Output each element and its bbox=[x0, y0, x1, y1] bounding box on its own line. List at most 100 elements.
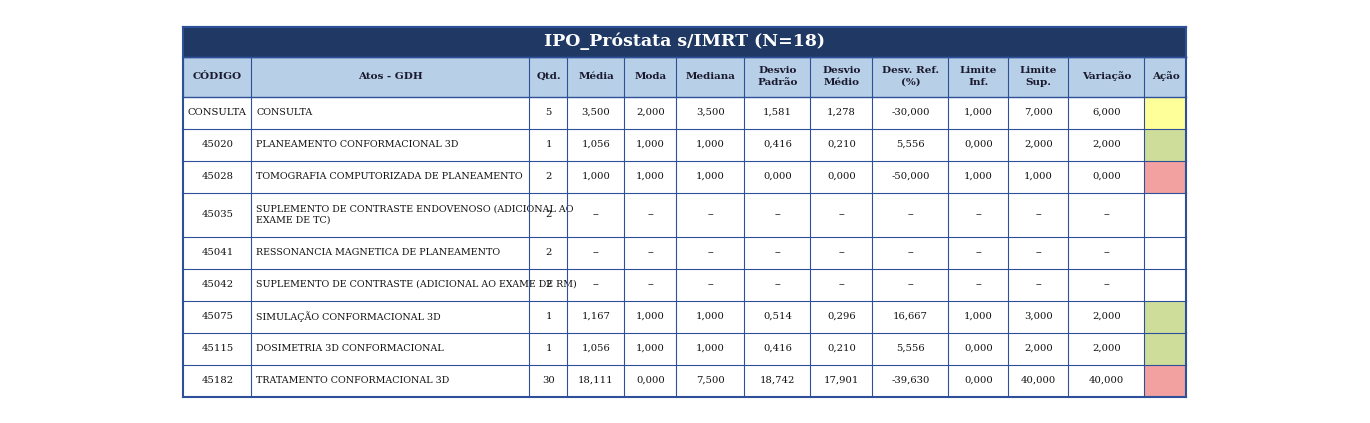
Bar bbox=[184, 27, 1186, 57]
Text: --: -- bbox=[975, 248, 982, 257]
Text: 0,000: 0,000 bbox=[636, 376, 664, 385]
Text: 1,056: 1,056 bbox=[582, 140, 611, 149]
Text: -50,000: -50,000 bbox=[892, 172, 930, 181]
Text: Desv. Ref.
(%): Desv. Ref. (%) bbox=[882, 66, 938, 87]
Text: IPO_Próstata s/IMRT (N=18): IPO_Próstata s/IMRT (N=18) bbox=[544, 33, 826, 50]
Text: 5,556: 5,556 bbox=[896, 140, 925, 149]
Text: --: -- bbox=[1103, 280, 1110, 289]
Text: Moda: Moda bbox=[634, 72, 667, 81]
Text: CONSULTA: CONSULTA bbox=[256, 108, 312, 117]
Text: 0,000: 0,000 bbox=[964, 376, 993, 385]
Text: --: -- bbox=[774, 248, 781, 257]
Text: 1: 1 bbox=[545, 344, 552, 353]
Text: --: -- bbox=[1103, 248, 1110, 257]
Text: TRATAMENTO CONFORMACIONAL 3D: TRATAMENTO CONFORMACIONAL 3D bbox=[256, 376, 449, 385]
Text: 1,000: 1,000 bbox=[964, 312, 993, 321]
Text: 18,742: 18,742 bbox=[760, 376, 795, 385]
Bar bbox=[1144, 96, 1186, 129]
Text: 5,556: 5,556 bbox=[896, 344, 925, 353]
Text: Qtd.: Qtd. bbox=[536, 72, 560, 81]
Text: Variação: Variação bbox=[1082, 71, 1132, 82]
Text: 45182: 45182 bbox=[201, 376, 233, 385]
Bar bbox=[184, 269, 1186, 300]
Text: 45115: 45115 bbox=[201, 344, 234, 353]
Text: 0,296: 0,296 bbox=[827, 312, 856, 321]
Text: 2,000: 2,000 bbox=[1092, 344, 1121, 353]
Text: 2,000: 2,000 bbox=[1092, 140, 1121, 149]
Text: 18,111: 18,111 bbox=[578, 376, 614, 385]
Text: 17,901: 17,901 bbox=[823, 376, 859, 385]
Text: Desvio
Padrão: Desvio Padrão bbox=[758, 66, 797, 87]
Text: CONSULTA: CONSULTA bbox=[188, 108, 247, 117]
Text: 2: 2 bbox=[545, 280, 552, 289]
Text: 1,000: 1,000 bbox=[636, 140, 664, 149]
Bar bbox=[184, 96, 1186, 129]
Bar bbox=[1144, 332, 1186, 365]
Text: --: -- bbox=[975, 280, 982, 289]
Text: 1,000: 1,000 bbox=[636, 172, 664, 181]
Text: 1,000: 1,000 bbox=[636, 312, 664, 321]
Text: 1: 1 bbox=[545, 312, 552, 321]
Text: 45035: 45035 bbox=[201, 210, 233, 219]
Text: 0,416: 0,416 bbox=[763, 140, 792, 149]
Bar bbox=[184, 192, 1186, 236]
Text: 40,000: 40,000 bbox=[1021, 376, 1056, 385]
Text: --: -- bbox=[838, 248, 845, 257]
Text: 45028: 45028 bbox=[201, 172, 233, 181]
Text: 7,000: 7,000 bbox=[1025, 108, 1054, 117]
Text: 1,167: 1,167 bbox=[581, 312, 611, 321]
Bar bbox=[1144, 129, 1186, 160]
Text: 2: 2 bbox=[545, 248, 552, 257]
Text: Mediana: Mediana bbox=[685, 72, 736, 81]
Text: 30: 30 bbox=[543, 376, 555, 385]
Text: 1,000: 1,000 bbox=[964, 108, 993, 117]
Text: 2: 2 bbox=[545, 172, 552, 181]
Text: 1,056: 1,056 bbox=[582, 344, 611, 353]
Text: --: -- bbox=[647, 248, 653, 257]
Text: 1,000: 1,000 bbox=[696, 140, 725, 149]
Text: 45042: 45042 bbox=[201, 280, 233, 289]
Text: --: -- bbox=[907, 210, 914, 219]
Text: --: -- bbox=[1036, 210, 1041, 219]
Text: --: -- bbox=[838, 210, 845, 219]
Text: 0,000: 0,000 bbox=[763, 172, 792, 181]
Text: 3,000: 3,000 bbox=[1025, 312, 1054, 321]
Text: --: -- bbox=[1036, 280, 1041, 289]
Text: 6,000: 6,000 bbox=[1092, 108, 1121, 117]
Text: SUPLEMENTO DE CONTRASTE ENDOVENOSO (ADICIONAL AO
EXAME DE TC): SUPLEMENTO DE CONTRASTE ENDOVENOSO (ADIC… bbox=[256, 205, 574, 224]
Text: 1: 1 bbox=[545, 140, 552, 149]
Bar bbox=[184, 332, 1186, 365]
Text: PLANEAMENTO CONFORMACIONAL 3D: PLANEAMENTO CONFORMACIONAL 3D bbox=[256, 140, 459, 149]
Text: 0,000: 0,000 bbox=[827, 172, 856, 181]
Text: --: -- bbox=[647, 280, 653, 289]
Text: 40,000: 40,000 bbox=[1089, 376, 1125, 385]
Text: 2,000: 2,000 bbox=[636, 108, 664, 117]
Text: 1,278: 1,278 bbox=[827, 108, 856, 117]
Text: 1,000: 1,000 bbox=[696, 312, 725, 321]
Text: 2,000: 2,000 bbox=[1025, 140, 1054, 149]
Text: 1,000: 1,000 bbox=[1023, 172, 1054, 181]
Text: --: -- bbox=[593, 248, 599, 257]
Text: TOMOGRAFIA COMPUTORIZADA DE PLANEAMENTO: TOMOGRAFIA COMPUTORIZADA DE PLANEAMENTO bbox=[256, 172, 523, 181]
Text: 1,000: 1,000 bbox=[696, 172, 725, 181]
Text: 0,210: 0,210 bbox=[827, 344, 856, 353]
Text: -39,630: -39,630 bbox=[892, 376, 930, 385]
Text: 3,500: 3,500 bbox=[582, 108, 611, 117]
Text: --: -- bbox=[593, 210, 599, 219]
Text: 0,210: 0,210 bbox=[827, 140, 856, 149]
Text: 1,000: 1,000 bbox=[696, 344, 725, 353]
Text: 5: 5 bbox=[545, 108, 552, 117]
Bar bbox=[184, 57, 1186, 96]
Text: 1,581: 1,581 bbox=[763, 108, 792, 117]
Text: 0,514: 0,514 bbox=[763, 312, 792, 321]
Text: 2,000: 2,000 bbox=[1092, 312, 1121, 321]
Text: Desvio
Médio: Desvio Médio bbox=[822, 66, 860, 87]
Text: CÓDIGO: CÓDIGO bbox=[193, 72, 242, 81]
Text: --: -- bbox=[838, 280, 845, 289]
Text: --: -- bbox=[647, 210, 653, 219]
Text: 7,500: 7,500 bbox=[696, 376, 725, 385]
Text: --: -- bbox=[774, 210, 781, 219]
Text: Ação: Ação bbox=[1152, 71, 1180, 82]
Text: 1,000: 1,000 bbox=[636, 344, 664, 353]
Text: --: -- bbox=[774, 280, 781, 289]
